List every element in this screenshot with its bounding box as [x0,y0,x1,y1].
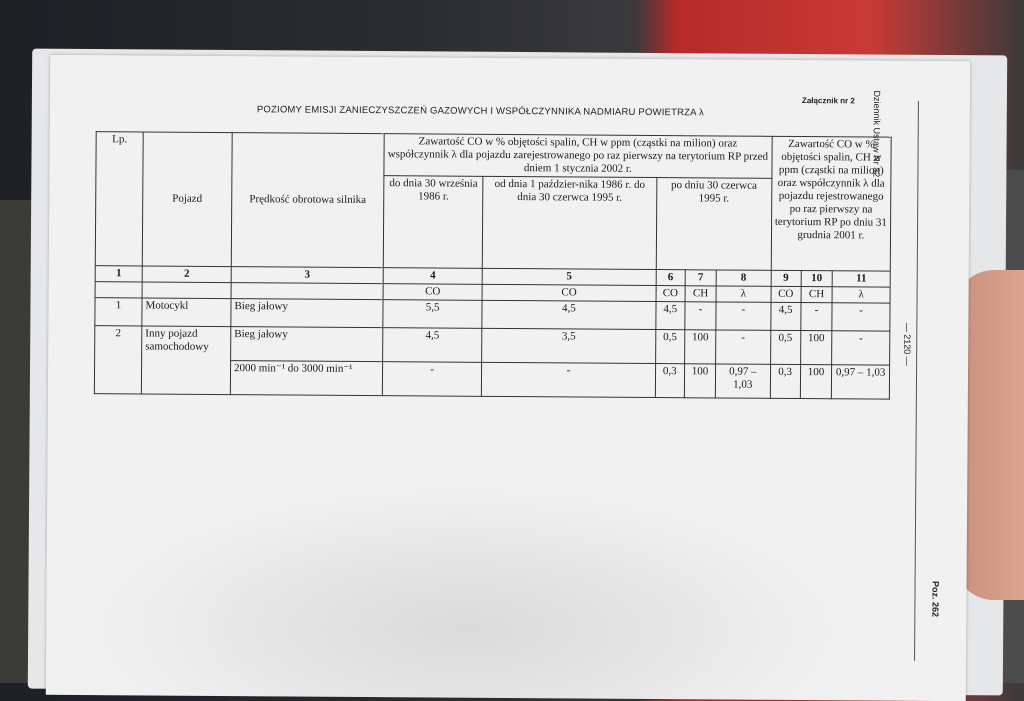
row-speed: Bieg jałowy [230,298,384,328]
value-cell: 100 [684,363,716,398]
column-number: 2 [142,265,232,283]
value-cell: - [715,329,771,365]
row-vehicle: Inny pojazd samochodowy [141,325,231,395]
margin-line [914,100,919,661]
column-number: 9 [770,270,801,287]
header-period-2: od dnia 1 paździer-nika 1986 r. do dnia … [482,176,657,270]
unit-cell: λ [716,285,771,303]
value-cell: 100 [684,329,716,364]
value-cell: - [800,302,833,331]
value-cell: 4,5 [655,301,686,330]
unit-cell: CH [800,286,833,303]
row-speed: 2000 min⁻¹ do 3000 min⁻¹ [230,360,383,396]
value-cell: 0,3 [654,363,685,398]
document-title: POZIOMY EMISJI ZANIECZYSZCZEŃ GAZOWYCH I… [256,104,705,119]
value-cell: 100 [800,330,833,365]
row-speed: Bieg jałowy [230,326,383,362]
unit-cell: CO [655,285,686,302]
unit-cell [142,281,232,299]
column-number: 5 [482,268,656,286]
value-cell: - [715,301,771,331]
value-cell: 0,5 [655,329,685,364]
value-cell: - [832,302,891,332]
unit-cell [231,282,384,300]
column-number: 7 [685,269,717,286]
unit-cell: CO [482,284,656,302]
column-number: 11 [832,270,891,288]
value-cell: 3,5 [481,328,656,364]
unit-cell: CH [685,285,717,302]
annex-label: Załącznik nr 2 [801,96,855,106]
document-page: POZIOMY EMISJI ZANIECZYSZCZEŃ GAZOWYCH I… [45,54,971,701]
column-number: 4 [383,267,483,285]
table-row: 2 Inny pojazd samochodowy Bieg jałowy 4,5 3,… [94,325,890,395]
header-period-3: po dniu 30 czerwca 1995 r. [655,177,772,271]
value-cell: - [481,362,656,398]
unit-cell [95,281,143,298]
value-cell: - [831,330,890,366]
unit-cell: CO [770,286,801,303]
value-cell: 4,5 [770,302,801,331]
row-lp: 1 [94,297,143,326]
value-cell: 100 [800,364,832,399]
column-number: 1 [95,265,143,282]
value-cell: - [684,301,717,330]
header-period-1: do dnia 30 września 1986 r. [383,175,484,269]
journal-label: Dziennik Ustaw Nr 32 [871,90,883,178]
value-cell: 0,97 – 1,03 [715,363,771,399]
header-group-before: Zawartość CO w % objętości spalin, CH w … [383,133,772,179]
value-cell: 0,3 [770,364,801,399]
position-label: Poz. 262 [930,580,941,618]
row-lp: 2 [94,325,142,394]
header-lp: Lp. [95,131,144,266]
page-number: — 2120 — [902,322,913,366]
unit-cell: λ [832,286,891,304]
column-number: 8 [716,269,771,287]
column-number: 6 [655,269,686,286]
unit-cell: CO [383,283,483,301]
plastic-reflection [45,466,888,701]
value-cell: 0,5 [770,330,801,365]
header-vehicle: Pojazd [142,131,233,267]
header-speed: Prędkość obrotowa silnika [231,132,385,268]
column-number: 3 [231,266,384,284]
value-cell: - [382,361,482,397]
value-cell: 4,5 [482,300,656,330]
row-vehicle: Motocykl [141,297,232,327]
emission-table: Lp. Pojazd Prędkość obrotowa silnika Zaw… [94,131,892,400]
value-cell: 4,5 [382,327,483,363]
value-cell: 5,5 [382,299,483,329]
value-cell: 0,97 – 1,03 [831,364,890,400]
column-number: 10 [800,270,833,287]
